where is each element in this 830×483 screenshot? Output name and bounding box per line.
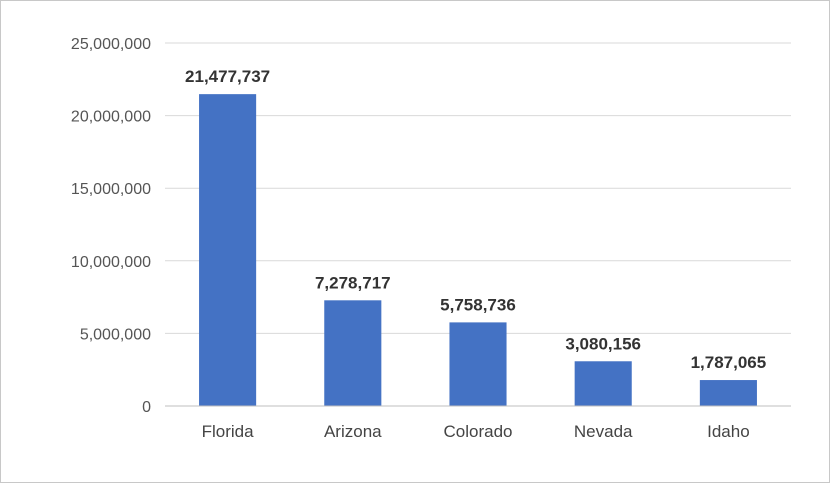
bar <box>199 94 257 407</box>
y-tick-label: 20,000,000 <box>71 109 151 126</box>
x-tick-label: Colorado <box>444 422 513 441</box>
bar <box>574 361 632 406</box>
x-tick-label: Florida <box>202 422 255 441</box>
data-labels: 21,477,737 7,278,717 5,758,736 3,080,156 1,7… <box>185 67 766 372</box>
data-label: 5,758,736 <box>440 295 516 314</box>
x-axis: Florida Arizona Colorado Nevada Idaho <box>165 405 791 441</box>
bar <box>324 300 382 406</box>
bars <box>199 94 757 407</box>
y-tick-label: 0 <box>142 399 151 416</box>
y-axis: 0 5,000,000 10,000,000 15,000,000 20,000,000… <box>71 36 151 416</box>
y-tick-label: 5,000,000 <box>80 326 151 343</box>
x-tick-label: Arizona <box>324 422 382 441</box>
y-tick-label: 25,000,000 <box>71 36 151 53</box>
bar <box>699 380 757 406</box>
x-tick-label: Nevada <box>574 422 633 441</box>
data-label: 3,080,156 <box>565 334 641 353</box>
y-tick-label: 10,000,000 <box>71 254 151 271</box>
x-tick-label: Idaho <box>707 422 750 441</box>
bar <box>449 322 507 406</box>
y-tick-label: 15,000,000 <box>71 181 151 198</box>
data-label: 1,787,065 <box>691 353 767 372</box>
data-label: 7,278,717 <box>315 273 391 292</box>
data-label: 21,477,737 <box>185 67 270 86</box>
